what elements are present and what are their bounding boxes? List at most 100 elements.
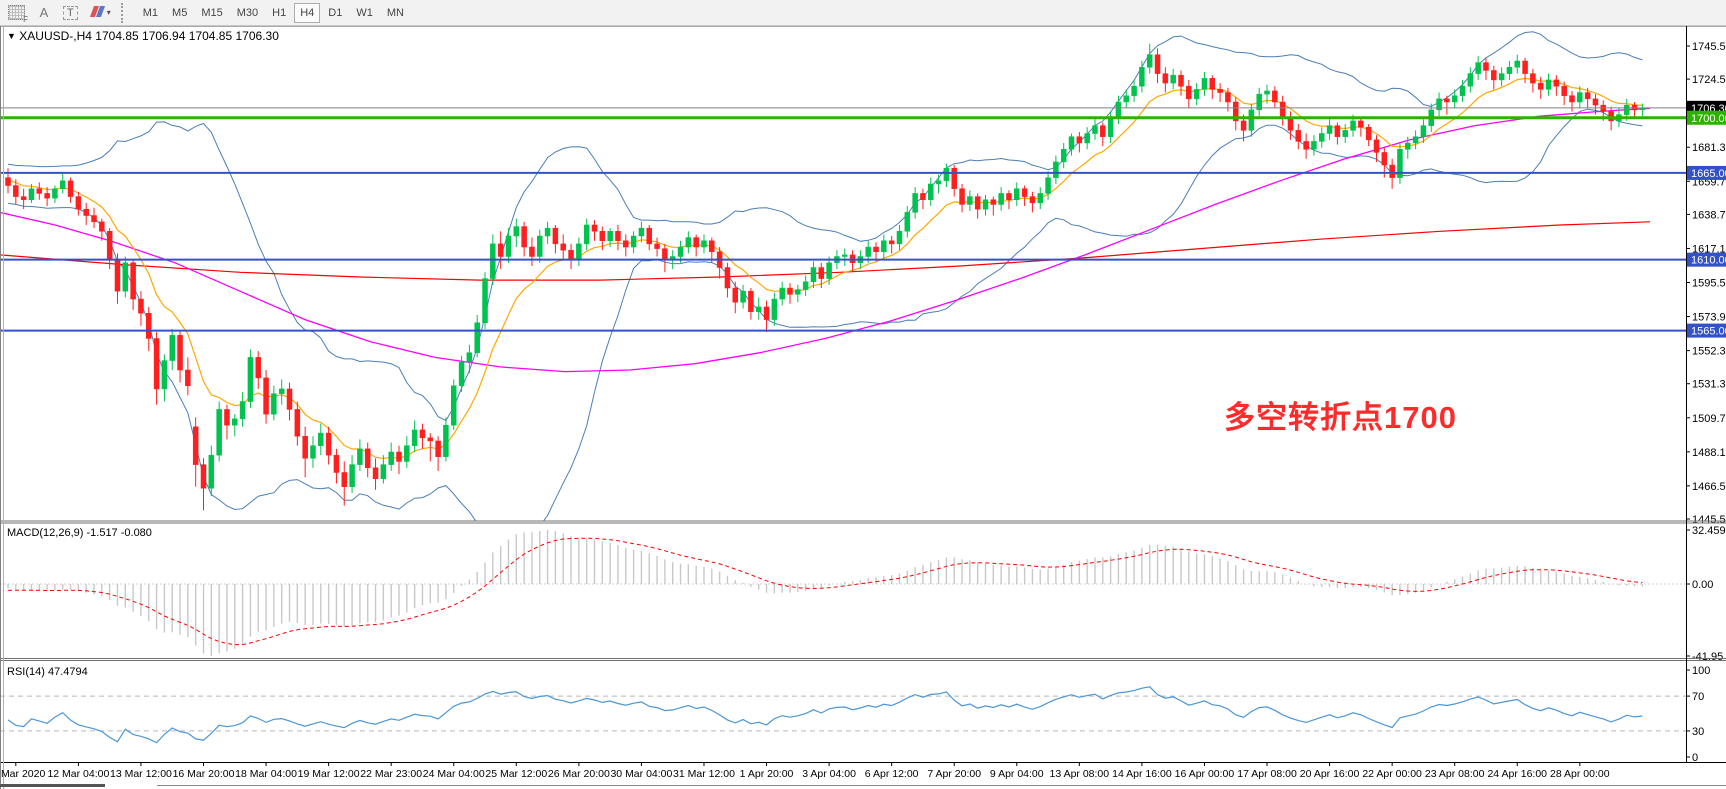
ma-magenta-line	[0, 107, 1651, 373]
time-tick-label: 3 Apr 04:00	[802, 768, 856, 780]
timeframe-group: M1 M5 M15 M30 H1 H4 D1 W1 MN	[137, 2, 410, 23]
time-tick-label: 9 Apr 04:00	[990, 768, 1044, 780]
price-tick-label: 1552.30	[1692, 346, 1726, 358]
time-tick-label: 23 Apr 08:00	[1425, 768, 1485, 780]
text-tool-icon: T	[63, 5, 78, 20]
price-tick-label: 1509.70	[1692, 413, 1726, 425]
crayons-icon	[89, 5, 105, 20]
timeframe-button-m1[interactable]: M1	[137, 3, 164, 23]
time-tick-label: 10 Mar 2020	[0, 768, 45, 780]
toolbar-grip[interactable]	[120, 2, 131, 23]
ohlc-low: 1704.85	[188, 29, 233, 43]
timeframe-button-w1[interactable]: W1	[350, 3, 379, 23]
time-tick-label: 24 Apr 16:00	[1487, 768, 1547, 780]
time-tick-label: 30 Mar 04:00	[610, 768, 672, 780]
rsi-panel[interactable]	[0, 686, 1686, 744]
ma-red-line	[0, 221, 1651, 281]
toolbar: F A T ▾ M1 M5 M15 M30 H1 H4 D1 W1 MN	[0, 0, 1726, 26]
rsi-line	[7, 686, 1643, 744]
price-tick-label: 1745.50	[1692, 41, 1726, 53]
timeframe-button-m15[interactable]: M15	[195, 3, 228, 23]
timeframe-button-m5[interactable]: M5	[166, 3, 193, 23]
rsi-indicator-label: RSI(14) 47.4794	[7, 666, 88, 678]
candles-layer	[5, 43, 1646, 511]
time-tick-label: 7 Apr 20:00	[927, 768, 981, 780]
time-tick-label: 28 Apr 00:00	[1550, 768, 1610, 780]
symbol-timeframe: XAUUSD-,H4	[19, 29, 92, 43]
indicators-button[interactable]: F	[2, 3, 31, 24]
time-tick-label: 20 Apr 16:00	[1300, 768, 1360, 780]
price-badge-1565.00	[1687, 323, 1726, 338]
symbol-collapse-icon[interactable]: ▼	[7, 31, 16, 41]
bollinger-upper-line	[7, 31, 1643, 422]
time-tick-label: 13 Mar 12:00	[110, 768, 172, 780]
time-tick-label: 12 Mar 04:00	[47, 768, 109, 780]
macd-axis-label: 0.00	[1692, 579, 1713, 591]
time-tick-label: 16 Mar 20:00	[173, 768, 235, 780]
timeframe-button-m30[interactable]: M30	[231, 3, 264, 23]
svg-text:1565.00: 1565.00	[1691, 326, 1726, 338]
indicator-grid-icon: F	[8, 5, 28, 24]
time-tick-label: 6 Apr 12:00	[865, 768, 919, 780]
rsi-axis-label: 0	[1692, 752, 1698, 764]
time-tick-label: 18 Mar 04:00	[235, 768, 297, 780]
time-tick-label: 24 Mar 04:00	[423, 768, 485, 780]
time-tick-label: 22 Mar 23:00	[360, 768, 422, 780]
time-tick-label: 17 Apr 08:00	[1237, 768, 1297, 780]
timeframe-button-h4[interactable]: H4	[294, 2, 321, 23]
price-badge-1700.00	[1687, 110, 1726, 125]
ohlc-open: 1704.85	[95, 29, 139, 43]
svg-text:1610.00: 1610.00	[1691, 255, 1726, 267]
price-tick-label: 1466.50	[1692, 481, 1726, 493]
time-tick-label: 25 Mar 12:00	[485, 768, 547, 780]
rsi-axis-label: 100	[1692, 665, 1710, 677]
chart-text-annotation[interactable]: 多空转折点1700	[1224, 400, 1457, 435]
price-tick-label: 1595.50	[1692, 278, 1726, 290]
chart-canvas[interactable]: 1745.501724.501681.301659.701638.701617.…	[0, 26, 1726, 789]
timeframe-button-h1[interactable]: H1	[266, 3, 292, 23]
horizontal-scrollbar-thumb[interactable]	[0, 784, 105, 787]
macd-axis-label: 32.459	[1692, 525, 1726, 537]
macd-axis-label: -41.95	[1692, 651, 1723, 663]
font-a-icon: A	[39, 5, 49, 20]
price-badge-1610.00	[1687, 252, 1726, 267]
main-price-panel[interactable]	[0, 31, 1686, 555]
price-tick-label: 1488.10	[1692, 447, 1726, 459]
price-tick-label: 1724.50	[1692, 74, 1726, 86]
colors-dropdown-button[interactable]: ▾	[86, 3, 117, 23]
chart-window[interactable]: 1745.501724.501681.301659.701638.701617.…	[0, 26, 1726, 789]
timeframe-button-d1[interactable]: D1	[322, 3, 348, 23]
price-tick-label: 1617.10	[1692, 243, 1726, 255]
price-badge-1665.00	[1687, 165, 1726, 180]
price-tick-label: 1531.30	[1692, 379, 1726, 391]
macd-indicator-label: MACD(12,26,9) -1.517 -0.080	[7, 527, 152, 539]
font-button[interactable]: A	[33, 3, 55, 23]
text-label-tool-button[interactable]: T	[57, 3, 84, 23]
time-tick-label: 16 Apr 00:00	[1175, 768, 1235, 780]
ohlc-close: 1706.30	[235, 29, 279, 43]
rsi-axis-label: 70	[1692, 691, 1704, 703]
svg-text:1700.00: 1700.00	[1691, 113, 1726, 125]
rsi-axis-label: 30	[1692, 726, 1704, 738]
time-tick-label: 1 Apr 20:00	[740, 768, 794, 780]
price-tick-label: 1681.30	[1692, 142, 1726, 154]
chart-title: ▼ XAUUSD-,H4 1704.85 1706.94 1704.85 170…	[7, 29, 279, 43]
bollinger-lower-line	[7, 108, 1643, 521]
timeframe-button-mn[interactable]: MN	[381, 3, 410, 23]
time-tick-label: 19 Mar 12:00	[298, 768, 360, 780]
price-axis[interactable]: 1745.501724.501681.301659.701638.701617.…	[1686, 41, 1726, 764]
time-tick-label: 13 Apr 08:00	[1050, 768, 1110, 780]
time-tick-label: 22 Apr 00:00	[1362, 768, 1422, 780]
macd-histogram	[7, 530, 1644, 656]
ohlc-high: 1706.94	[142, 29, 186, 43]
price-tick-label: 1573.90	[1692, 312, 1726, 324]
macd-panel[interactable]	[0, 530, 1686, 656]
time-tick-label: 26 Mar 20:00	[548, 768, 610, 780]
price-tick-label: 1638.70	[1692, 209, 1726, 221]
svg-text:1665.00: 1665.00	[1691, 168, 1726, 180]
chevron-down-icon: ▾	[106, 8, 111, 17]
time-tick-label: 31 Mar 12:00	[673, 768, 735, 780]
time-tick-label: 14 Apr 16:00	[1112, 768, 1172, 780]
